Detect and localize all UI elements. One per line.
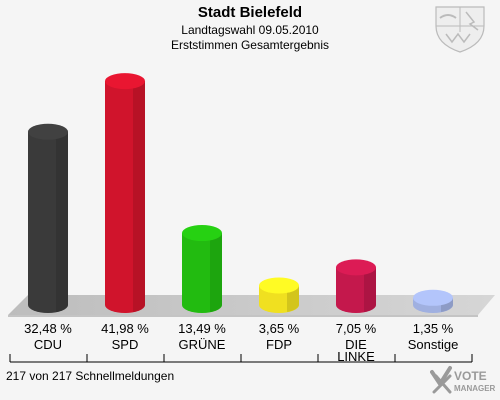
- bar-grüne: [182, 225, 222, 313]
- chart-floor-front: [8, 315, 478, 317]
- chart-subtitle-election: Landtagswahl 09.05.2010: [181, 23, 319, 37]
- category-label: LINKE: [337, 349, 375, 364]
- value-label: 41,98 %: [101, 321, 149, 336]
- value-label: 3,65 %: [259, 321, 300, 336]
- category-label: CDU: [34, 337, 62, 352]
- check-x-icon: [430, 366, 452, 394]
- value-label: 7,05 %: [336, 321, 377, 336]
- bar-cdu: [28, 123, 68, 313]
- chart-title: Stadt Bielefeld: [197, 4, 303, 21]
- nrw-coat-of-arms-icon: [435, 6, 485, 53]
- category-label: FDP: [266, 337, 292, 352]
- value-label: 1,35 %: [413, 321, 454, 336]
- reports-count: 217 von 217 Schnellmeldungen: [6, 369, 175, 383]
- bar-spd: [105, 73, 145, 314]
- category-label: SPD: [112, 337, 139, 352]
- bar-sonstige: [413, 289, 453, 313]
- category-label: Sonstige: [408, 337, 459, 352]
- logo-text-vote: VOTE: [454, 369, 487, 383]
- value-label: 13,49 %: [178, 321, 226, 336]
- logo-text-manager: MANAGER: [454, 384, 496, 393]
- chart-subtitle-result-type: Erststimmen Gesamtergebnis: [170, 38, 330, 52]
- category-label: GRÜNE: [179, 337, 226, 352]
- bar-die-linke: [336, 259, 376, 313]
- category-label: DIE: [345, 337, 367, 352]
- vote-manager-logo: VOTE MANAGER: [430, 366, 496, 394]
- value-label: 32,48 %: [24, 321, 72, 336]
- bar-fdp: [259, 277, 299, 313]
